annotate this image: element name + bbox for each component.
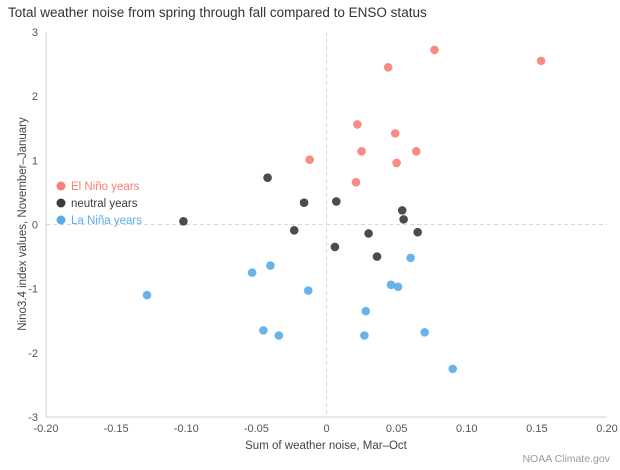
y-tick-label: 3 xyxy=(32,27,38,39)
x-tick-label: -0.10 xyxy=(174,423,199,435)
data-point xyxy=(351,177,361,187)
y-axis-label: Nino3.4 index values, November–January xyxy=(17,117,29,331)
x-tick-label: 0.20 xyxy=(596,423,617,435)
x-tick-label: -0.20 xyxy=(33,423,58,435)
x-tick-label: 0 xyxy=(323,423,329,435)
data-point xyxy=(383,62,393,72)
data-point xyxy=(357,147,366,156)
data-point xyxy=(259,326,268,335)
data-point xyxy=(413,227,422,237)
chart-title: Total weather noise from spring through … xyxy=(8,5,427,20)
y-tick-label: -2 xyxy=(28,348,38,360)
data-point xyxy=(299,198,309,207)
legend-label: La Niña years xyxy=(71,215,142,227)
y-tick-label: 0 xyxy=(32,220,38,232)
data-point xyxy=(430,45,439,55)
y-tick-label: 1 xyxy=(32,155,38,167)
x-tick-label: 0.15 xyxy=(526,423,547,435)
y-tick-label: 2 xyxy=(32,91,38,103)
data-point xyxy=(263,173,272,182)
data-point xyxy=(399,215,408,224)
data-point xyxy=(392,158,401,168)
legend-label: El Niño years xyxy=(71,181,140,193)
x-tick-label: 0.05 xyxy=(386,423,407,435)
data-point xyxy=(536,56,546,66)
data-point xyxy=(266,261,275,270)
data-point xyxy=(406,253,415,263)
x-tick-label: 0.10 xyxy=(456,423,477,435)
data-point xyxy=(303,286,313,295)
data-point xyxy=(397,206,407,215)
data-point xyxy=(247,268,257,277)
data-point xyxy=(372,252,382,261)
data-point xyxy=(420,328,429,337)
x-tick-label: -0.05 xyxy=(244,423,269,435)
y-tick-label: -1 xyxy=(28,284,38,296)
x-tick-label: -0.15 xyxy=(104,423,129,435)
data-point xyxy=(305,155,314,164)
data-point xyxy=(390,129,400,138)
data-point xyxy=(179,216,188,226)
data-point xyxy=(386,280,396,290)
legend-label: neutral years xyxy=(71,198,138,210)
data-point xyxy=(353,120,362,129)
legend-swatch xyxy=(56,181,66,191)
legend-swatch xyxy=(56,198,66,208)
data-point xyxy=(332,197,341,206)
legend-swatch xyxy=(56,215,66,225)
data-point xyxy=(142,290,152,300)
data-point xyxy=(393,282,403,292)
data-point xyxy=(330,242,340,252)
x-axis-label: Sum of weather noise, Mar–Oct xyxy=(245,440,407,452)
data-point xyxy=(361,306,371,316)
data-point xyxy=(364,229,373,238)
data-point xyxy=(289,225,299,235)
data-point xyxy=(411,147,421,156)
data-point xyxy=(274,331,284,340)
attribution: NOAA Climate.gov xyxy=(522,453,610,465)
data-point xyxy=(360,331,369,340)
data-point xyxy=(448,364,458,374)
y-tick-label: -3 xyxy=(28,412,38,424)
